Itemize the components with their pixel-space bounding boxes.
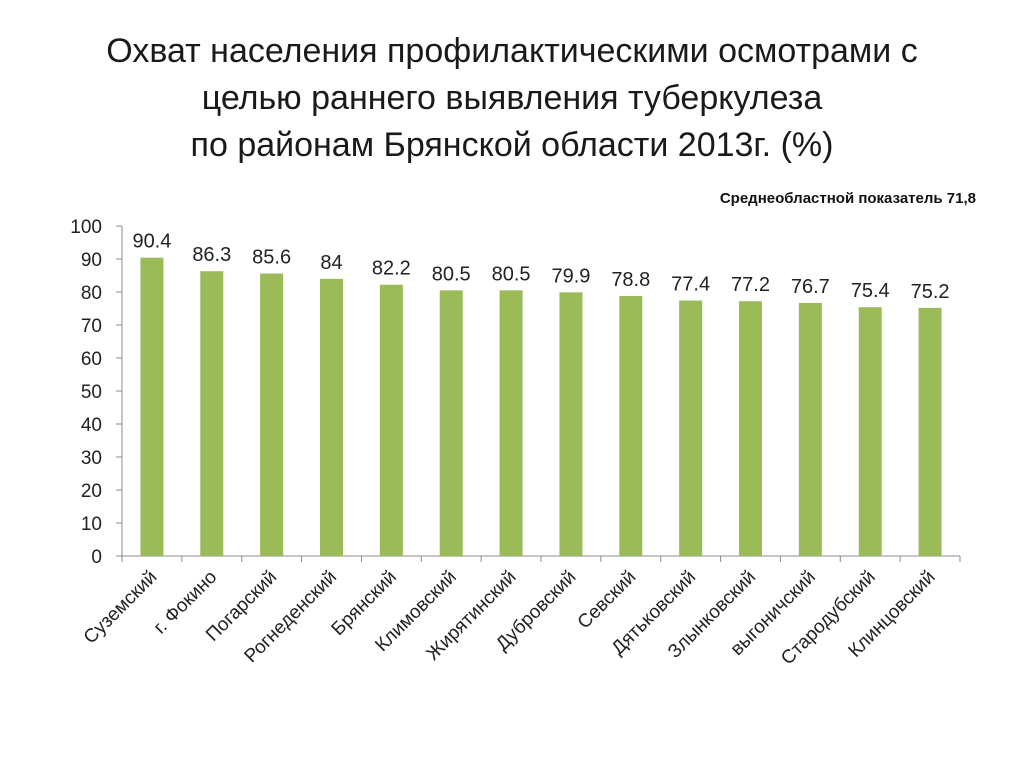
y-tick-label: 70 bbox=[81, 316, 102, 337]
y-tick-label: 40 bbox=[81, 415, 102, 436]
data-label: 80.5 bbox=[492, 263, 531, 285]
title-line-2: целью раннего выявления туберкулеза bbox=[201, 79, 823, 117]
bar-3 bbox=[260, 273, 284, 556]
data-label: 75.4 bbox=[851, 280, 890, 302]
bar-10 bbox=[679, 300, 703, 556]
y-tick-label: 100 bbox=[70, 217, 102, 238]
data-label: 79.9 bbox=[551, 265, 590, 287]
title-line-1: Охват населения профилактическими осмотр… bbox=[106, 32, 918, 70]
y-tick-label: 90 bbox=[81, 250, 102, 271]
bar-2 bbox=[200, 271, 224, 556]
bar-11 bbox=[739, 301, 762, 556]
bar-14 bbox=[918, 307, 942, 556]
title-line-3: по районам Брянской области 2013г. (%) bbox=[190, 126, 834, 164]
regional-average-note: Среднеобластной показатель 71,8 bbox=[719, 190, 976, 207]
y-tick-label: 50 bbox=[81, 382, 102, 403]
chart-title: Охват населения профилактическими осмотр… bbox=[40, 28, 984, 169]
data-label: 77.2 bbox=[731, 274, 770, 296]
bar-9 bbox=[619, 295, 643, 556]
category-label: Суземский bbox=[80, 567, 162, 649]
data-label: 85.6 bbox=[252, 247, 291, 269]
data-label: 78.8 bbox=[611, 269, 650, 291]
bar-7 bbox=[499, 290, 523, 556]
bar-5 bbox=[379, 284, 403, 556]
data-label: 86.3 bbox=[192, 244, 231, 266]
y-tick-label: 10 bbox=[81, 514, 102, 535]
y-tick-label: 80 bbox=[81, 283, 102, 304]
bar-6 bbox=[439, 290, 463, 556]
data-label: 84 bbox=[320, 252, 342, 274]
data-label: 82.2 bbox=[372, 258, 411, 280]
bar-13 bbox=[858, 307, 882, 556]
data-label: 80.5 bbox=[432, 263, 471, 285]
data-label: 77.4 bbox=[671, 274, 710, 296]
data-label: 90.4 bbox=[132, 231, 171, 253]
y-tick-label: 30 bbox=[81, 448, 102, 469]
y-tick-label: 20 bbox=[81, 481, 102, 502]
bar-8 bbox=[559, 292, 583, 556]
y-tick-label: 60 bbox=[81, 349, 102, 370]
data-label: 75.2 bbox=[911, 281, 950, 303]
data-label: 76.7 bbox=[791, 276, 830, 298]
bar-4 bbox=[320, 278, 343, 556]
y-tick-label: 0 bbox=[91, 547, 102, 568]
bar-1 bbox=[140, 257, 164, 556]
bar-12 bbox=[798, 302, 822, 556]
